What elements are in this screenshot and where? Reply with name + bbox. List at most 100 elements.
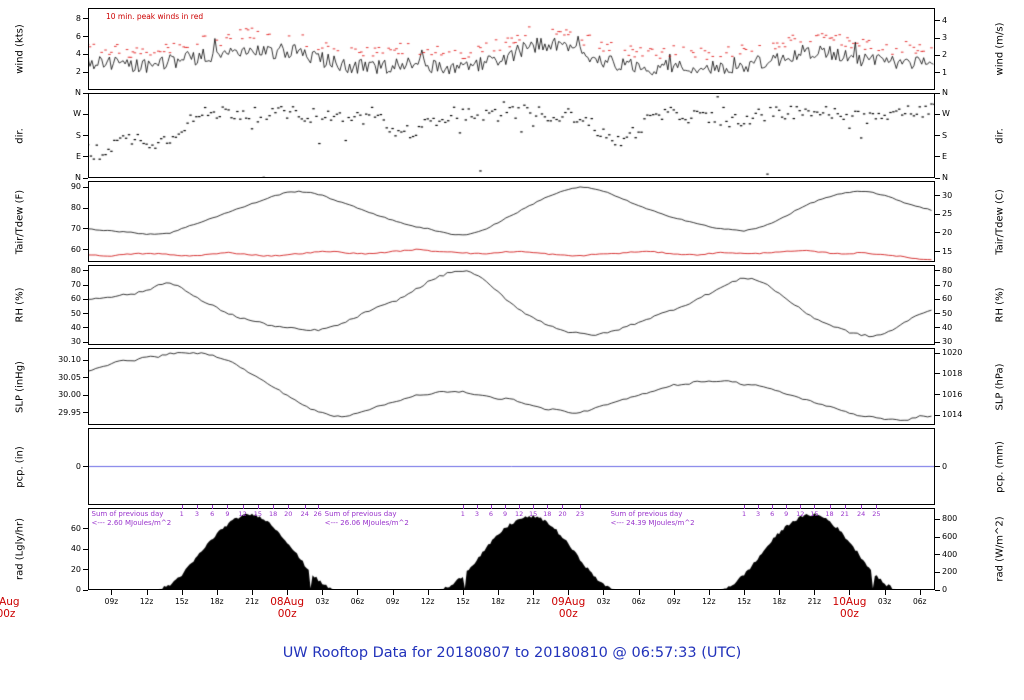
xtick bbox=[357, 590, 359, 595]
xtick bbox=[322, 590, 324, 595]
plot-canvas-rh bbox=[88, 265, 935, 345]
ytick-right-wind bbox=[935, 20, 940, 22]
ytick-left-slp bbox=[83, 394, 88, 396]
rad-cum-number: 25 bbox=[872, 510, 881, 518]
rad-cum-tick bbox=[181, 505, 183, 509]
xtick bbox=[181, 590, 183, 595]
ytick-right-rh bbox=[935, 270, 940, 272]
ytick-label-left-wind: 6 bbox=[75, 31, 81, 41]
ytick-label-right-slp: 1020 bbox=[942, 348, 963, 358]
rad-cum-tick bbox=[744, 505, 746, 509]
ytick-left-rad bbox=[83, 569, 88, 570]
xtick bbox=[884, 590, 886, 595]
xtick bbox=[392, 590, 394, 595]
axis-title-right-pcp: pcp. (mm) bbox=[994, 440, 1006, 493]
ytick-label-left-dir: N bbox=[75, 88, 81, 97]
rad-cum-number: 12 bbox=[514, 510, 524, 518]
ytick-right-rad bbox=[935, 536, 940, 538]
xtick-label: 18z bbox=[491, 597, 505, 606]
day-label: 09Aug 00z bbox=[551, 596, 586, 620]
day-label: 7Aug00z bbox=[0, 596, 20, 620]
ytick-right-temp bbox=[935, 232, 940, 234]
xtick-day bbox=[849, 590, 851, 595]
rad-cum-number: 1 bbox=[741, 510, 747, 518]
ytick-right-rad bbox=[935, 571, 940, 573]
rad-cum-tick bbox=[758, 505, 760, 509]
xtick-label: 21z bbox=[526, 597, 540, 606]
ytick-right-rh bbox=[935, 313, 940, 315]
ytick-right-temp bbox=[935, 251, 940, 253]
plot-canvas-pcp bbox=[88, 428, 935, 505]
rad-cum-number: 6 bbox=[488, 510, 494, 518]
ytick-left-rh bbox=[83, 298, 88, 300]
plot-canvas-rad bbox=[88, 508, 935, 590]
ytick-label-left-rh: 40 bbox=[70, 322, 81, 332]
ytick-label-left-temp: 60 bbox=[70, 244, 81, 254]
rad-cum-tick bbox=[800, 505, 802, 509]
rad-cum-number: 23 bbox=[575, 510, 585, 518]
ytick-label-right-wind: 1 bbox=[942, 67, 948, 77]
ytick-label-right-rad: 800 bbox=[942, 514, 958, 524]
ytick-right-temp bbox=[935, 213, 940, 215]
axis-title-left-temp: Tair/Tdew (F) bbox=[14, 189, 26, 254]
rad-cum-tick bbox=[227, 505, 229, 509]
ytick-left-wind bbox=[83, 36, 88, 38]
ytick-right-wind bbox=[935, 72, 940, 74]
ytick-label-right-rad: 600 bbox=[942, 532, 958, 542]
plot-canvas-dir bbox=[88, 93, 935, 178]
ytick-left-rad bbox=[83, 548, 88, 550]
ytick-label-left-rh: 70 bbox=[70, 280, 81, 289]
xtick-label: 09z bbox=[385, 597, 400, 606]
ytick-right-pcp bbox=[935, 466, 940, 467]
rad-cum-tick bbox=[490, 505, 492, 509]
ytick-right-wind bbox=[935, 54, 940, 56]
ytick-label-right-rad: 200 bbox=[942, 567, 958, 577]
rad-cum-tick bbox=[844, 505, 846, 509]
axis-title-left-dir: dir. bbox=[14, 127, 26, 144]
ytick-left-slp bbox=[83, 412, 88, 414]
xtick bbox=[498, 590, 500, 595]
xtick-label: 12z bbox=[139, 597, 154, 606]
peak-winds-note: 10 min. peak winds in red bbox=[106, 12, 204, 21]
xtick-label: 06z bbox=[631, 597, 646, 606]
xtick bbox=[638, 590, 640, 595]
rad-cum-tick bbox=[257, 505, 259, 509]
ytick-left-slp bbox=[83, 359, 88, 361]
ytick-label-left-rh: 60 bbox=[70, 294, 81, 304]
rad-cum-tick bbox=[861, 505, 863, 509]
ytick-right-dir bbox=[935, 113, 940, 115]
ytick-right-rad bbox=[935, 518, 940, 520]
xtick-label: 03z bbox=[596, 597, 611, 606]
ytick-label-right-rh: 60 bbox=[942, 294, 953, 304]
rad-cum-number: 15 bbox=[529, 510, 538, 518]
ytick-label-right-temp: 30 bbox=[942, 190, 953, 200]
xtick-day bbox=[568, 590, 570, 595]
xtick bbox=[427, 590, 429, 595]
rad-cum-number: 15 bbox=[253, 510, 262, 518]
ytick-label-left-rh: 50 bbox=[70, 308, 81, 318]
rad-cum-number: 3 bbox=[194, 510, 200, 518]
ytick-left-slp bbox=[83, 377, 88, 379]
ytick-right-temp bbox=[935, 195, 940, 197]
rad-cum-tick bbox=[814, 505, 816, 509]
xtick bbox=[779, 590, 781, 595]
ytick-label-right-slp: 1014 bbox=[942, 410, 963, 420]
xtick-label: 09z bbox=[667, 597, 681, 606]
rad-cum-tick bbox=[519, 505, 521, 509]
axis-title-right-temp: Tair/Tdew (C) bbox=[994, 188, 1006, 255]
ytick-left-rad bbox=[83, 589, 88, 591]
rad-cum-tick bbox=[317, 505, 319, 509]
ytick-right-slp bbox=[935, 352, 940, 354]
axis-title-right-rad: rad (W/m^2) bbox=[994, 516, 1006, 582]
ytick-label-right-rh: 70 bbox=[942, 280, 953, 289]
rad-cum-number: 21 bbox=[840, 510, 849, 518]
rad-cum-number: 18 bbox=[543, 510, 552, 518]
rad-cum-tick bbox=[533, 505, 535, 509]
xtick bbox=[146, 590, 148, 595]
ytick-label-right-rh: 50 bbox=[942, 308, 953, 318]
ytick-label-left-rh: 80 bbox=[70, 265, 81, 275]
axis-title-left-rh: RH (%) bbox=[14, 287, 26, 323]
ytick-right-rh bbox=[935, 284, 940, 286]
rad-cum-number: 6 bbox=[210, 510, 215, 518]
rad-cum-number: 20 bbox=[558, 510, 567, 518]
